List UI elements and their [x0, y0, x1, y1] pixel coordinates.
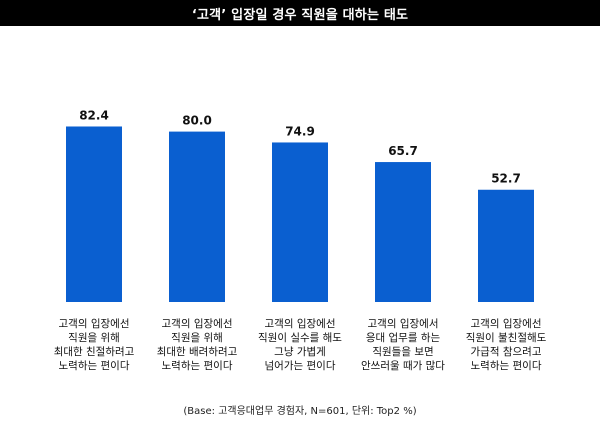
category-label-1: 고객의 입장에선 직원을 위해 최대한 친절하려고 노력하는 편이다 [53, 318, 135, 372]
bar-value-label-4: 65.7 [388, 144, 418, 158]
chart-footnote: (Base: 고객응대업무 경험자, N=601, 단위: Top2 %) [183, 406, 417, 417]
bar-2 [169, 131, 225, 302]
bar-value-label-1: 82.4 [79, 108, 109, 122]
bar-value-label-2: 80.0 [182, 114, 212, 128]
bar-chart: 82.4 80.0 74.9 65.7 52.7 [66, 108, 534, 302]
bar-3 [272, 142, 328, 302]
category-label-5: 고객의 입장에선 직원이 불친절해도 가급적 참으려고 노력하는 편이다 [465, 318, 547, 372]
category-label-4: 고객의 입장에서 응대 업무를 하는 직원들을 보면 안쓰러울 때가 많다 [361, 318, 445, 372]
bar-value-label-5: 52.7 [491, 172, 521, 186]
category-label-3: 고객의 입장에선 직원이 실수를 해도 그냥 가볍게 넘어가는 편이다 [258, 318, 342, 372]
category-label-2: 고객의 입장에선 직원을 위해 최대한 배려하려고 노력하는 편이다 [156, 318, 238, 372]
bar-value-label-3: 74.9 [285, 124, 315, 138]
chart-title: ‘고객’ 입장일 경우 직원을 대하는 태도 [0, 0, 600, 26]
bar-4 [375, 162, 431, 302]
bar-5 [478, 189, 534, 302]
bar-1 [66, 126, 122, 302]
